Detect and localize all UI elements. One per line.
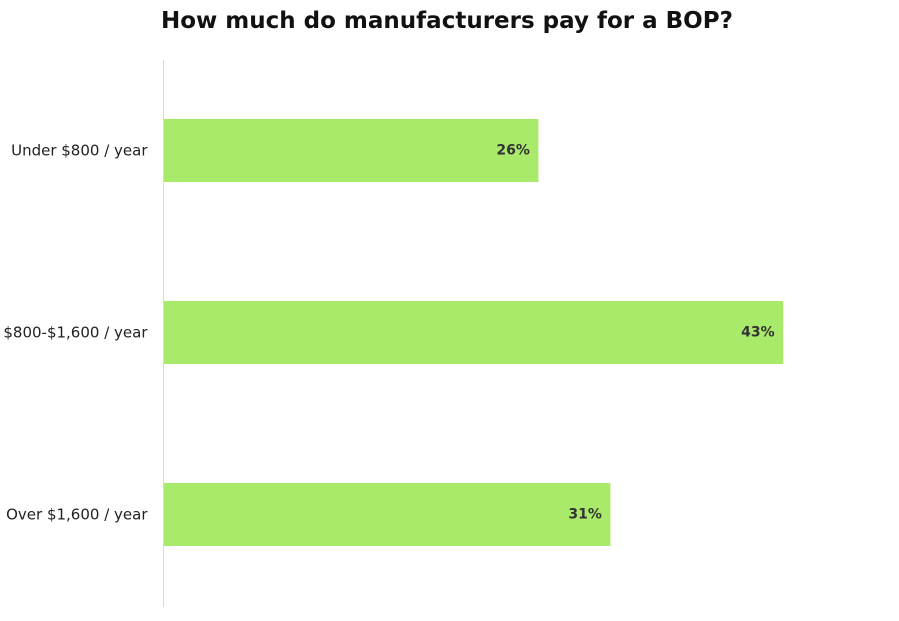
category-label-2: $800-$1,600 / year: [3, 324, 148, 342]
chart-title: How much do manufacturers pay for a BOP?: [161, 8, 733, 34]
value-label-1: 26%: [496, 143, 530, 159]
category-label-1: Under $800 / year: [11, 142, 148, 160]
bar-2: [164, 301, 784, 364]
bar-3: [164, 483, 611, 546]
bar-1: [164, 119, 539, 182]
value-label-3: 31%: [568, 507, 602, 523]
category-label-3: Over $1,600 / year: [6, 506, 148, 524]
value-label-2: 43%: [741, 325, 775, 341]
